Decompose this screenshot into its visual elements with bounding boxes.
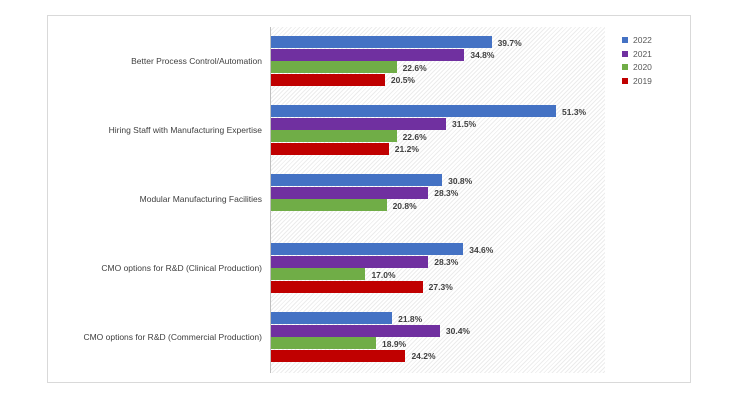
- bar-2020: [271, 130, 397, 143]
- bar-2020: [271, 199, 387, 212]
- bar-2021: [271, 117, 446, 130]
- data-label: 51.3%: [562, 106, 587, 117]
- legend-swatch: [622, 50, 628, 57]
- legend-swatch: [622, 37, 628, 43]
- legend-swatch: [622, 64, 628, 70]
- data-label: 21.2%: [394, 144, 419, 155]
- bar-2019: [271, 142, 389, 155]
- bar-2021: [271, 48, 465, 61]
- data-label: 17.0%: [371, 269, 396, 280]
- legend-label: 2020: [633, 62, 652, 72]
- bar-2022: [271, 105, 557, 117]
- data-label: 31.5%: [452, 119, 477, 130]
- bar-2021: [271, 255, 429, 268]
- data-label: 21.8%: [398, 313, 423, 324]
- bar-2020: [271, 268, 366, 281]
- data-label: 18.9%: [382, 338, 407, 349]
- legend-swatch: [622, 77, 628, 84]
- data-label: 34.6%: [469, 244, 494, 255]
- category-label: Modular Manufacturing Facilities: [139, 194, 262, 205]
- bar-2022: [271, 243, 464, 255]
- data-label: 34.8%: [470, 50, 495, 61]
- bar-2020: [271, 337, 376, 350]
- data-label: 24.2%: [411, 351, 436, 362]
- bar-2019: [271, 73, 385, 86]
- category-label: Better Process Control/Automation: [131, 56, 262, 67]
- legend-label: 2019: [633, 75, 652, 86]
- bar-2022: [271, 36, 492, 48]
- data-label: 28.3%: [434, 257, 459, 268]
- bar-2021: [271, 186, 429, 199]
- legend-item-2019: 2019: [622, 76, 652, 86]
- data-label: 20.5%: [390, 75, 415, 86]
- data-label: 28.3%: [434, 188, 459, 199]
- legend-item-2020: 2020: [622, 62, 652, 72]
- data-label: 22.6%: [402, 131, 427, 142]
- legend-label: 2021: [633, 48, 652, 59]
- bar-2022: [271, 312, 393, 324]
- data-label: 30.8%: [448, 175, 473, 186]
- bar-2019: [271, 280, 423, 293]
- legend-item-2022: 2022: [622, 35, 652, 45]
- bar-2020: [271, 61, 397, 74]
- y-axis-line: [270, 27, 271, 373]
- category-label: CMO options for R&D (Clinical Production…: [101, 263, 262, 274]
- legend-label: 2022: [633, 35, 652, 45]
- data-label: 30.4%: [445, 326, 470, 337]
- category-label: CMO options for R&D (Commercial Producti…: [83, 332, 262, 343]
- data-label: 39.7%: [497, 37, 522, 48]
- legend-item-2021: 2021: [622, 49, 652, 59]
- bar-2021: [271, 324, 440, 337]
- category-label: Hiring Staff with Manufacturing Expertis…: [108, 125, 262, 136]
- data-label: 20.8%: [392, 200, 417, 211]
- bar-2022: [271, 174, 443, 186]
- data-label: 22.6%: [402, 62, 427, 73]
- data-label: 27.3%: [428, 282, 453, 293]
- bar-2019: [271, 349, 406, 362]
